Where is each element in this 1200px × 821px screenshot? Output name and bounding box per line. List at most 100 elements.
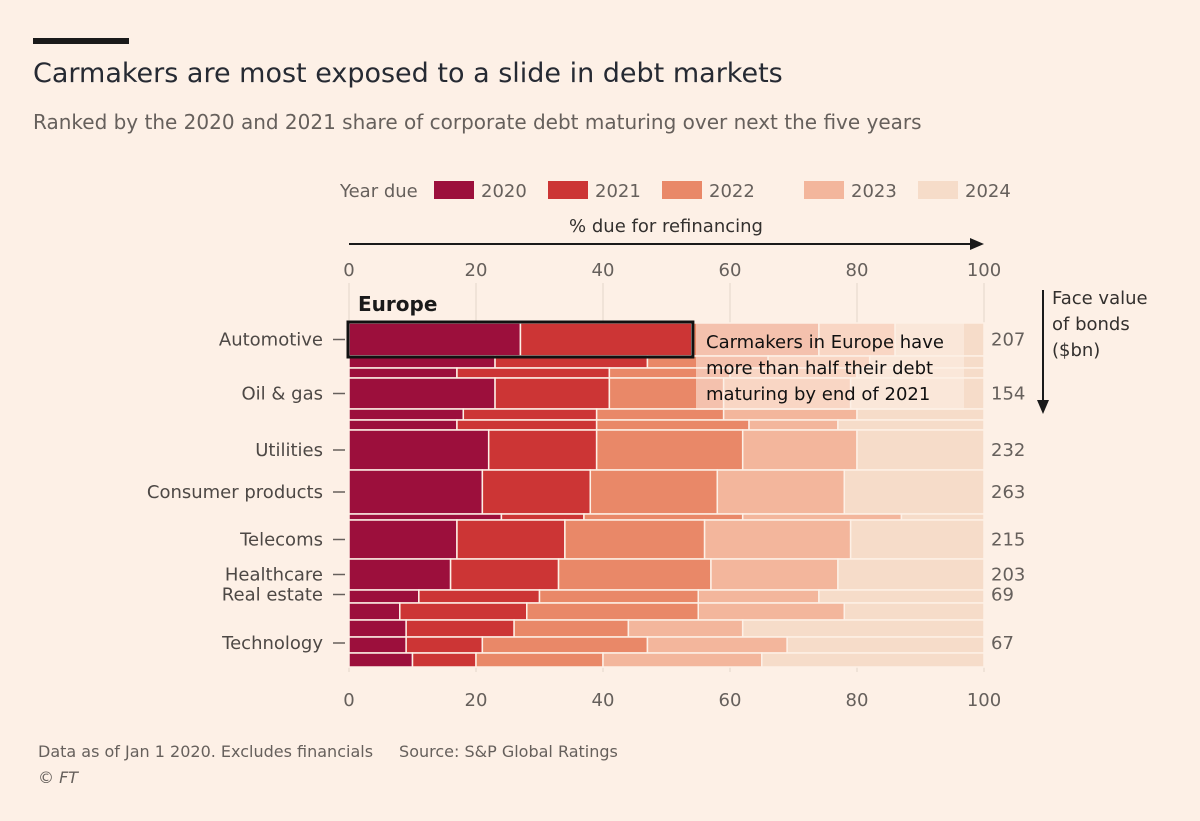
bar-segment [716, 469, 846, 515]
bar-segment [741, 429, 858, 471]
bar-segment [519, 322, 693, 357]
bar-segment [411, 652, 477, 668]
chart-title: Carmakers are most exposed to a slide in… [33, 58, 783, 89]
legend-label-2023: 2023 [851, 181, 897, 202]
bar-segment [348, 419, 458, 431]
bar-segment [348, 408, 465, 421]
bar-segment [595, 408, 725, 421]
row-labels: Automotive Oil & gas Utilities Consumer pro… [147, 330, 345, 654]
bar-segment [449, 558, 560, 591]
tick-label-top: 20 [465, 260, 488, 281]
legend-swatch-2023 [804, 181, 844, 199]
face-value: 263 [991, 482, 1025, 503]
bar-segment [481, 636, 649, 654]
bar-segment [487, 429, 598, 471]
face-value: 69 [991, 585, 1014, 606]
footer-copyright: © FT [38, 768, 79, 787]
bar-segment [703, 519, 852, 560]
highlight-box [346, 320, 695, 359]
bar-segment [348, 619, 407, 638]
legend-swatch-2021 [548, 181, 588, 199]
region-label: Europe [358, 292, 437, 316]
legend-swatch-2024 [918, 181, 958, 199]
bottom-axis: 0 20 40 60 80 100 [343, 690, 1001, 711]
tick-label-bottom: 80 [846, 690, 869, 711]
bar-segment [843, 602, 985, 621]
legend-label-2024: 2024 [965, 181, 1011, 202]
annotation-text-line: more than half their debt [706, 358, 933, 379]
bar-segment [583, 513, 744, 521]
legend: Year due 2020 2021 2022 2023 2024 [339, 181, 1011, 202]
bars-group [348, 322, 985, 668]
bar-segment [475, 652, 604, 668]
bar-segment [348, 652, 414, 668]
bar-segment [481, 469, 592, 515]
row-label: Technology [221, 633, 323, 654]
tick-label-bottom: 0 [343, 690, 354, 711]
bar-segment [697, 602, 846, 621]
tick-label-top: 80 [846, 260, 869, 281]
bar-segment [786, 636, 985, 654]
bar-segment [595, 419, 750, 431]
annotation-text-line: maturing by end of 2021 [706, 384, 930, 405]
bar-segment [843, 469, 985, 515]
tick-label-top: 0 [343, 260, 354, 281]
bar-segment [697, 589, 820, 604]
bar-segment [456, 519, 566, 560]
bar-segment [405, 636, 484, 654]
bar-segment [348, 367, 458, 379]
bar-segment [405, 619, 515, 638]
bar-segment [837, 558, 985, 591]
face-value: 154 [991, 384, 1025, 405]
tick-label-top: 60 [719, 260, 742, 281]
bar-segment [348, 322, 522, 357]
legend-swatch-2022 [662, 181, 702, 199]
row-label: Automotive [219, 330, 323, 351]
bar-segment [602, 652, 763, 668]
bar-segment [348, 513, 503, 521]
bar-segment [348, 636, 407, 654]
footer-note-line: Data as of Jan 1 2020. Excludes financia… [38, 742, 618, 761]
bar-segment [748, 419, 839, 431]
bar-segment [348, 469, 484, 515]
bar-segment [456, 419, 598, 431]
face-value: 215 [991, 530, 1025, 551]
bar-segment [646, 636, 788, 654]
face-value: 203 [991, 565, 1025, 586]
face-value-header-line: Face value [1052, 288, 1148, 309]
face-value-arrow-head [1037, 400, 1049, 414]
axis-arrow-head [970, 238, 984, 250]
bar-segment [500, 513, 585, 521]
bar-segment [761, 652, 985, 668]
row-label: Healthcare [225, 565, 323, 586]
bar-segment [900, 513, 985, 521]
bar-segment [741, 513, 903, 521]
bar-segment [741, 619, 985, 638]
bar-segment [837, 419, 985, 431]
bar-segment [818, 589, 985, 604]
legend-label-2020: 2020 [481, 181, 527, 202]
bar-segment [538, 589, 699, 604]
row-label: Telecoms [239, 530, 323, 551]
tick-label-top: 100 [967, 260, 1001, 281]
legend-swatch-2020 [434, 181, 474, 199]
bar-segment [418, 589, 541, 604]
bar-segment [348, 519, 458, 560]
row-label: Oil & gas [242, 384, 323, 405]
face-value: 67 [991, 633, 1014, 654]
bar-segment [849, 519, 985, 560]
annotation-text-line: Carmakers in Europe have [706, 332, 944, 353]
annotation-backdrop [696, 323, 964, 410]
annotation: Carmakers in Europe have more than half t… [346, 320, 964, 410]
bar-segment [564, 519, 706, 560]
bar-segment [595, 429, 744, 471]
bar-segment [494, 377, 611, 410]
footer-note: Data as of Jan 1 2020. Excludes financia… [38, 742, 374, 761]
bar-segment [456, 367, 611, 379]
tick-label-bottom: 40 [592, 690, 615, 711]
bar-segment [710, 558, 839, 591]
tick-label-bottom: 100 [967, 690, 1001, 711]
axis-label: % due for refinancing [569, 216, 763, 237]
